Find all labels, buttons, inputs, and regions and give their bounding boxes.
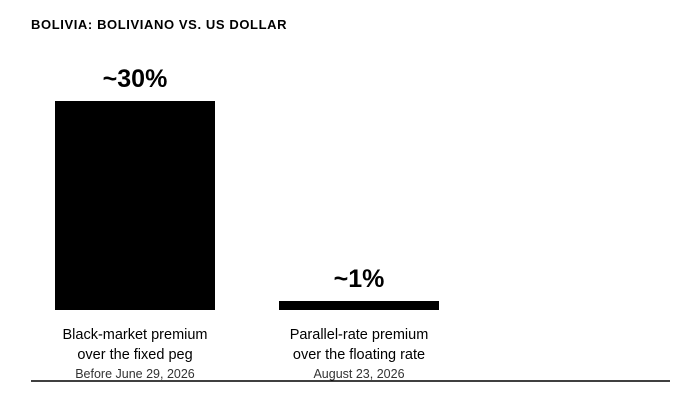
chart-title: BOLIVIA: BOLIVIANO VS. US DOLLAR [31,17,288,32]
category-label-line1-1: Black-market premium [62,327,207,343]
bar-2 [279,301,439,310]
bar-value-label-2: ~1% [334,265,385,293]
category-label-line2-1: over the fixed peg [77,347,192,363]
labels-layer: ~30% Black-market premium over the fixed p… [62,65,428,381]
category-date-label-2: August 23, 2026 [313,367,404,381]
category-label-line2-2: over the floating rate [293,347,425,363]
bar-value-label-1: ~30% [103,65,168,93]
category-date-label-1: Before June 29, 2026 [75,367,195,381]
category-label-line1-2: Parallel-rate premium [290,327,429,343]
bars-layer [55,101,439,310]
bar-1 [55,101,215,310]
